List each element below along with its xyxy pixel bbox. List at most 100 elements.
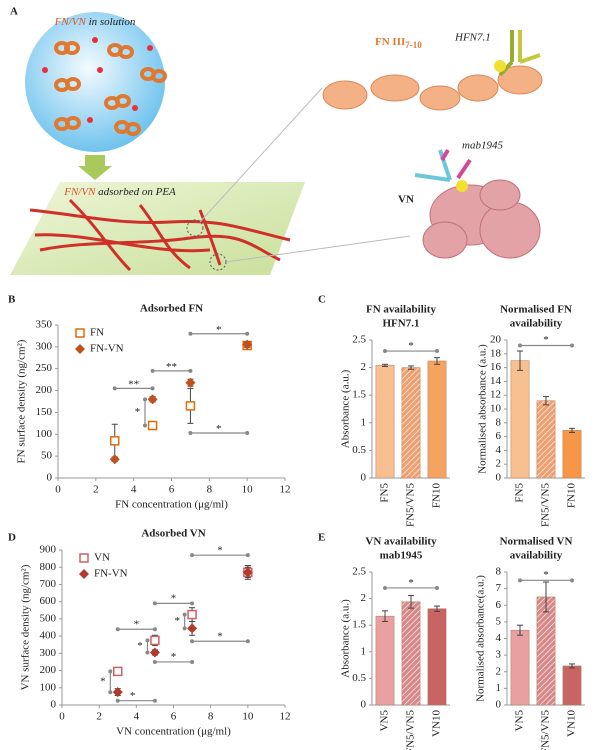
- vn-molecules: [42, 37, 153, 123]
- y-tick-label: 100: [40, 681, 57, 693]
- x-tick-label: 8: [208, 711, 214, 723]
- significance-end: [245, 430, 250, 435]
- panel-label: A: [10, 6, 18, 18]
- bar: [536, 596, 556, 706]
- vn-protein: [422, 179, 541, 259]
- significance-label: *: [137, 640, 143, 652]
- significance-end: [188, 368, 193, 373]
- significance-end: [152, 659, 157, 664]
- mab-antibody: [414, 148, 472, 192]
- x-tick-label: 0: [55, 484, 61, 496]
- x-tick-label: FN5/VN5: [540, 483, 552, 528]
- chart-title: HFN7.1: [383, 318, 420, 330]
- y-axis-label: Normalised absorbance (a.u.): [477, 344, 489, 474]
- chart-title: availability: [510, 550, 563, 562]
- y-tick-label: 800: [40, 561, 57, 573]
- x-tick-label: 12: [280, 711, 291, 723]
- error-bar: [517, 350, 523, 371]
- y-tick-label: 1: [361, 645, 367, 657]
- y-tick-label: 0: [47, 472, 53, 484]
- legend-marker: [75, 344, 85, 354]
- marker: [185, 401, 196, 411]
- significance-label: *: [217, 544, 223, 556]
- panel-label: D: [8, 532, 16, 544]
- x-tick-label: 6: [169, 484, 175, 496]
- y-tick-label: 1.5: [352, 389, 366, 401]
- chart-title: availability: [510, 318, 563, 330]
- significance-label: *: [174, 615, 180, 627]
- fn-protein: [322, 65, 543, 111]
- fn-label-text: FN III: [375, 36, 405, 48]
- significance-end: [245, 639, 250, 644]
- bar: [562, 430, 582, 479]
- y-tick-label: 0.5: [352, 672, 366, 684]
- x-tick-label: FN5: [514, 483, 526, 503]
- significance-end: [115, 698, 120, 703]
- y-tick-label: 4: [496, 444, 502, 456]
- marker: [242, 339, 253, 350]
- significance-end: [245, 331, 250, 336]
- y-tick-label: 150: [36, 406, 53, 418]
- significance-end: [108, 690, 113, 695]
- x-tick-label: FN5/VN5: [405, 483, 417, 528]
- vn-label: VN: [398, 194, 414, 206]
- bar: [375, 615, 395, 706]
- y-tick-label: 18: [490, 347, 502, 359]
- x-axis-label: VN concentration (μg/ml): [116, 726, 231, 738]
- legend-label: FN-VN: [94, 568, 128, 580]
- fn-subscript: 7-10: [405, 40, 422, 50]
- y-tick-label: 14: [490, 375, 502, 387]
- marker: [109, 454, 120, 465]
- bar: [510, 360, 530, 479]
- x-tick-label: 0: [59, 711, 65, 723]
- bar: [375, 365, 395, 479]
- significance-label: *: [135, 406, 141, 418]
- significance-end: [570, 343, 574, 348]
- fn-label: FN III7-10: [375, 36, 422, 51]
- error-bar: [434, 357, 440, 365]
- error-bar: [434, 605, 440, 612]
- y-tick-label: 1.5: [352, 619, 366, 631]
- error-bar: [382, 610, 388, 622]
- significance-label: *: [543, 569, 549, 581]
- significance-end: [150, 368, 155, 373]
- solution-label: FN/VN in solution: [54, 16, 136, 28]
- significance-end: [518, 578, 522, 583]
- significance-end: [152, 627, 157, 632]
- bar: [536, 400, 556, 479]
- significance-label: *: [543, 334, 549, 346]
- y-tick-label: 8: [496, 416, 502, 428]
- significance-end: [188, 331, 193, 336]
- legend-label: FN: [90, 327, 104, 339]
- x-tick-label: 2: [96, 711, 102, 723]
- significance-end: [518, 343, 522, 348]
- chart-title: Normalised VN: [500, 536, 573, 548]
- legend-label: VN: [94, 552, 110, 564]
- error-bar: [569, 427, 575, 433]
- y-tick-label: 12: [490, 389, 501, 401]
- significance-label: *: [408, 340, 414, 352]
- y-tick-label: 400: [40, 630, 57, 642]
- y-tick-label: 700: [40, 578, 57, 590]
- marker: [147, 420, 158, 431]
- chart-title: FN availability: [366, 304, 436, 316]
- significance-end: [108, 669, 113, 674]
- marker: [147, 394, 158, 405]
- marker: [242, 567, 253, 578]
- marker: [187, 609, 197, 620]
- solution-text: in solution: [89, 16, 136, 28]
- significance-end: [152, 601, 157, 606]
- solution-circle: [25, 12, 165, 152]
- panel-label: C: [318, 294, 326, 306]
- x-tick-label: 10: [242, 484, 254, 496]
- x-tick-label: 12: [280, 484, 291, 496]
- x-tick-label: 8: [207, 484, 213, 496]
- fn-molecules: [54, 41, 167, 136]
- significance-label: *: [171, 593, 177, 605]
- significance-end: [190, 639, 195, 644]
- chart-title: Adsorbed VN: [141, 528, 205, 540]
- significance-end: [150, 386, 155, 391]
- x-tick-label: FN5: [379, 483, 391, 503]
- x-axis-label: FN concentration (μg/ml): [115, 499, 228, 511]
